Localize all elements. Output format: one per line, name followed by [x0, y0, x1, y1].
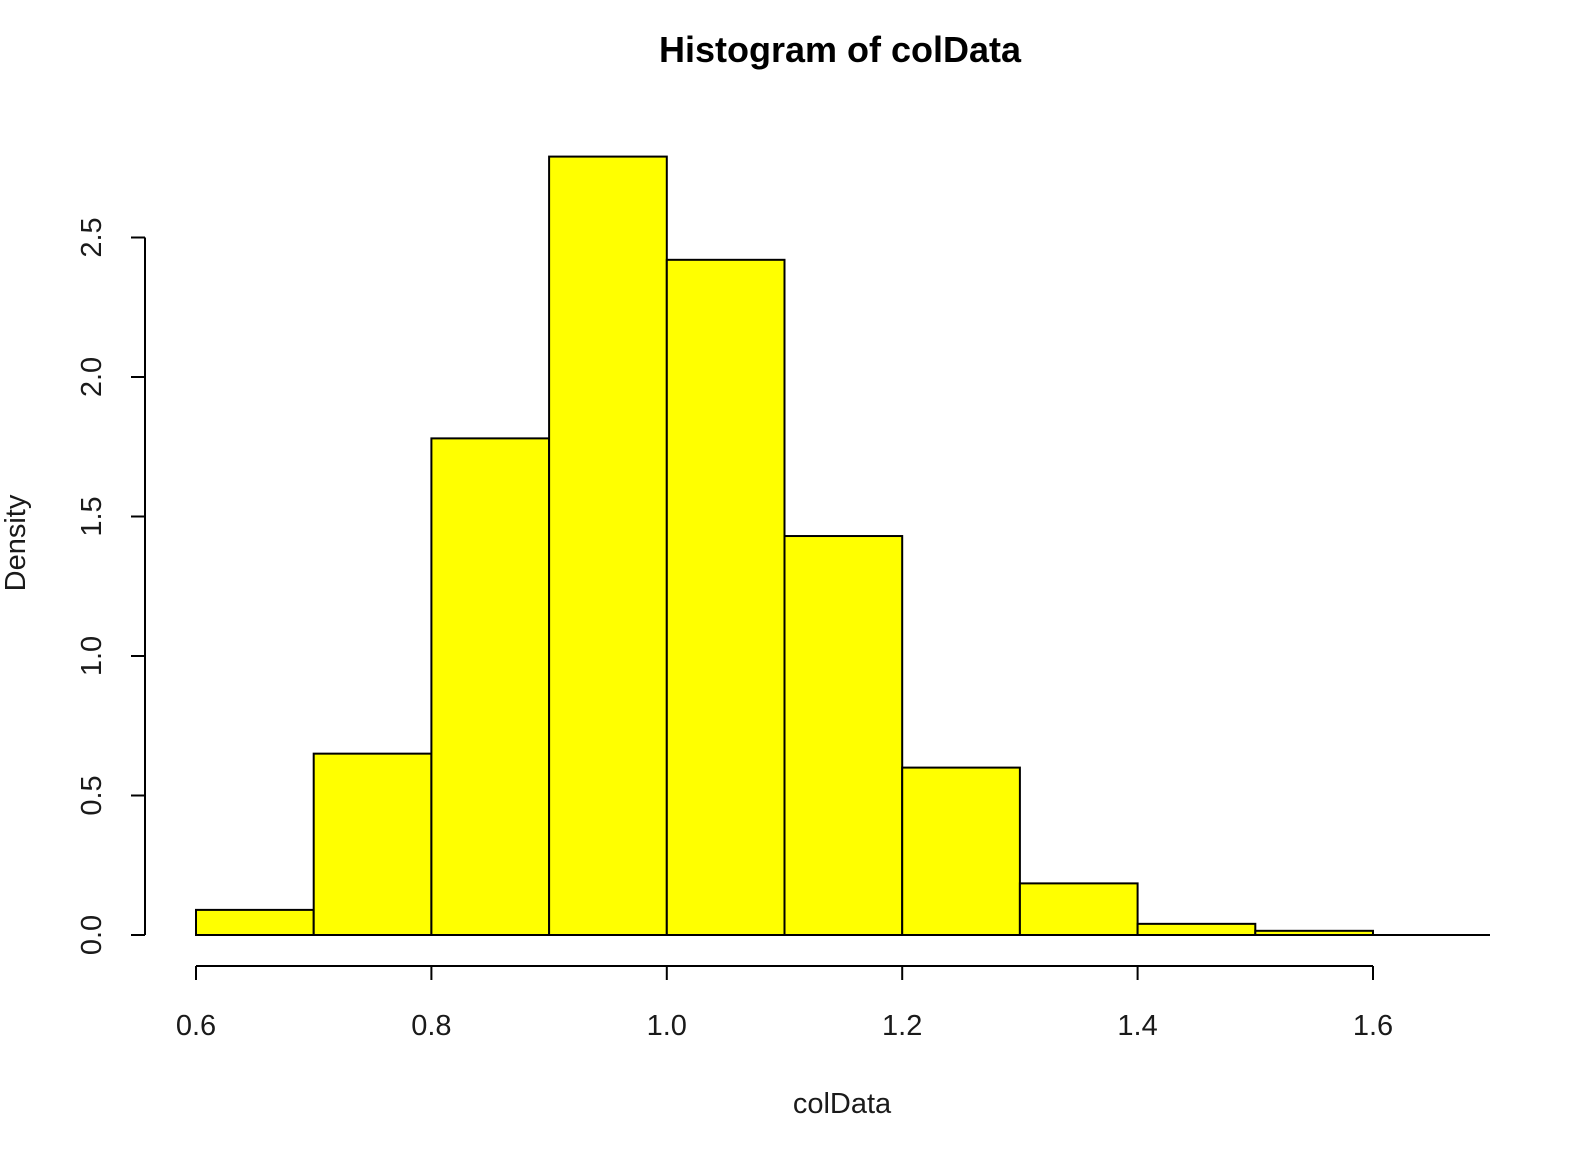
x-tick-label: 1.4	[1117, 1010, 1157, 1042]
y-tick-label: 2.0	[76, 357, 108, 397]
bars-group	[195, 155, 1375, 937]
chart-title: Histogram of colData	[659, 29, 1022, 70]
y-tick-label: 2.5	[76, 217, 108, 257]
x-axis-label: colData	[793, 1088, 892, 1120]
y-tick-label: 1.5	[76, 496, 108, 536]
y-tick-label: 1.0	[76, 636, 108, 676]
y-axis: 0.0 0.5 1.0 1.5 2.0 2.5	[76, 217, 146, 955]
y-tick-label: 0.5	[76, 775, 108, 815]
histogram-bar	[430, 437, 551, 936]
histogram-bar	[548, 155, 668, 936]
histogram-bar	[665, 258, 786, 936]
x-tick-label: 1.2	[882, 1010, 922, 1042]
x-tick-label: 0.8	[411, 1010, 451, 1042]
x-tick-label: 1.0	[647, 1010, 687, 1042]
y-tick-label: 0.0	[76, 915, 108, 955]
histogram-bar	[901, 766, 1021, 936]
histogram-bar	[1018, 882, 1139, 937]
histogram-bar	[783, 535, 904, 937]
y-axis-label: Density	[0, 494, 32, 591]
x-tick-label: 0.6	[176, 1010, 216, 1042]
x-axis: 0.6 0.8 1.0 1.2 1.4 1.6	[176, 965, 1393, 1042]
x-tick-label: 1.6	[1353, 1010, 1393, 1042]
histogram-bar	[312, 752, 433, 937]
histogram-bar	[195, 908, 315, 937]
histogram-bar	[1136, 922, 1257, 937]
